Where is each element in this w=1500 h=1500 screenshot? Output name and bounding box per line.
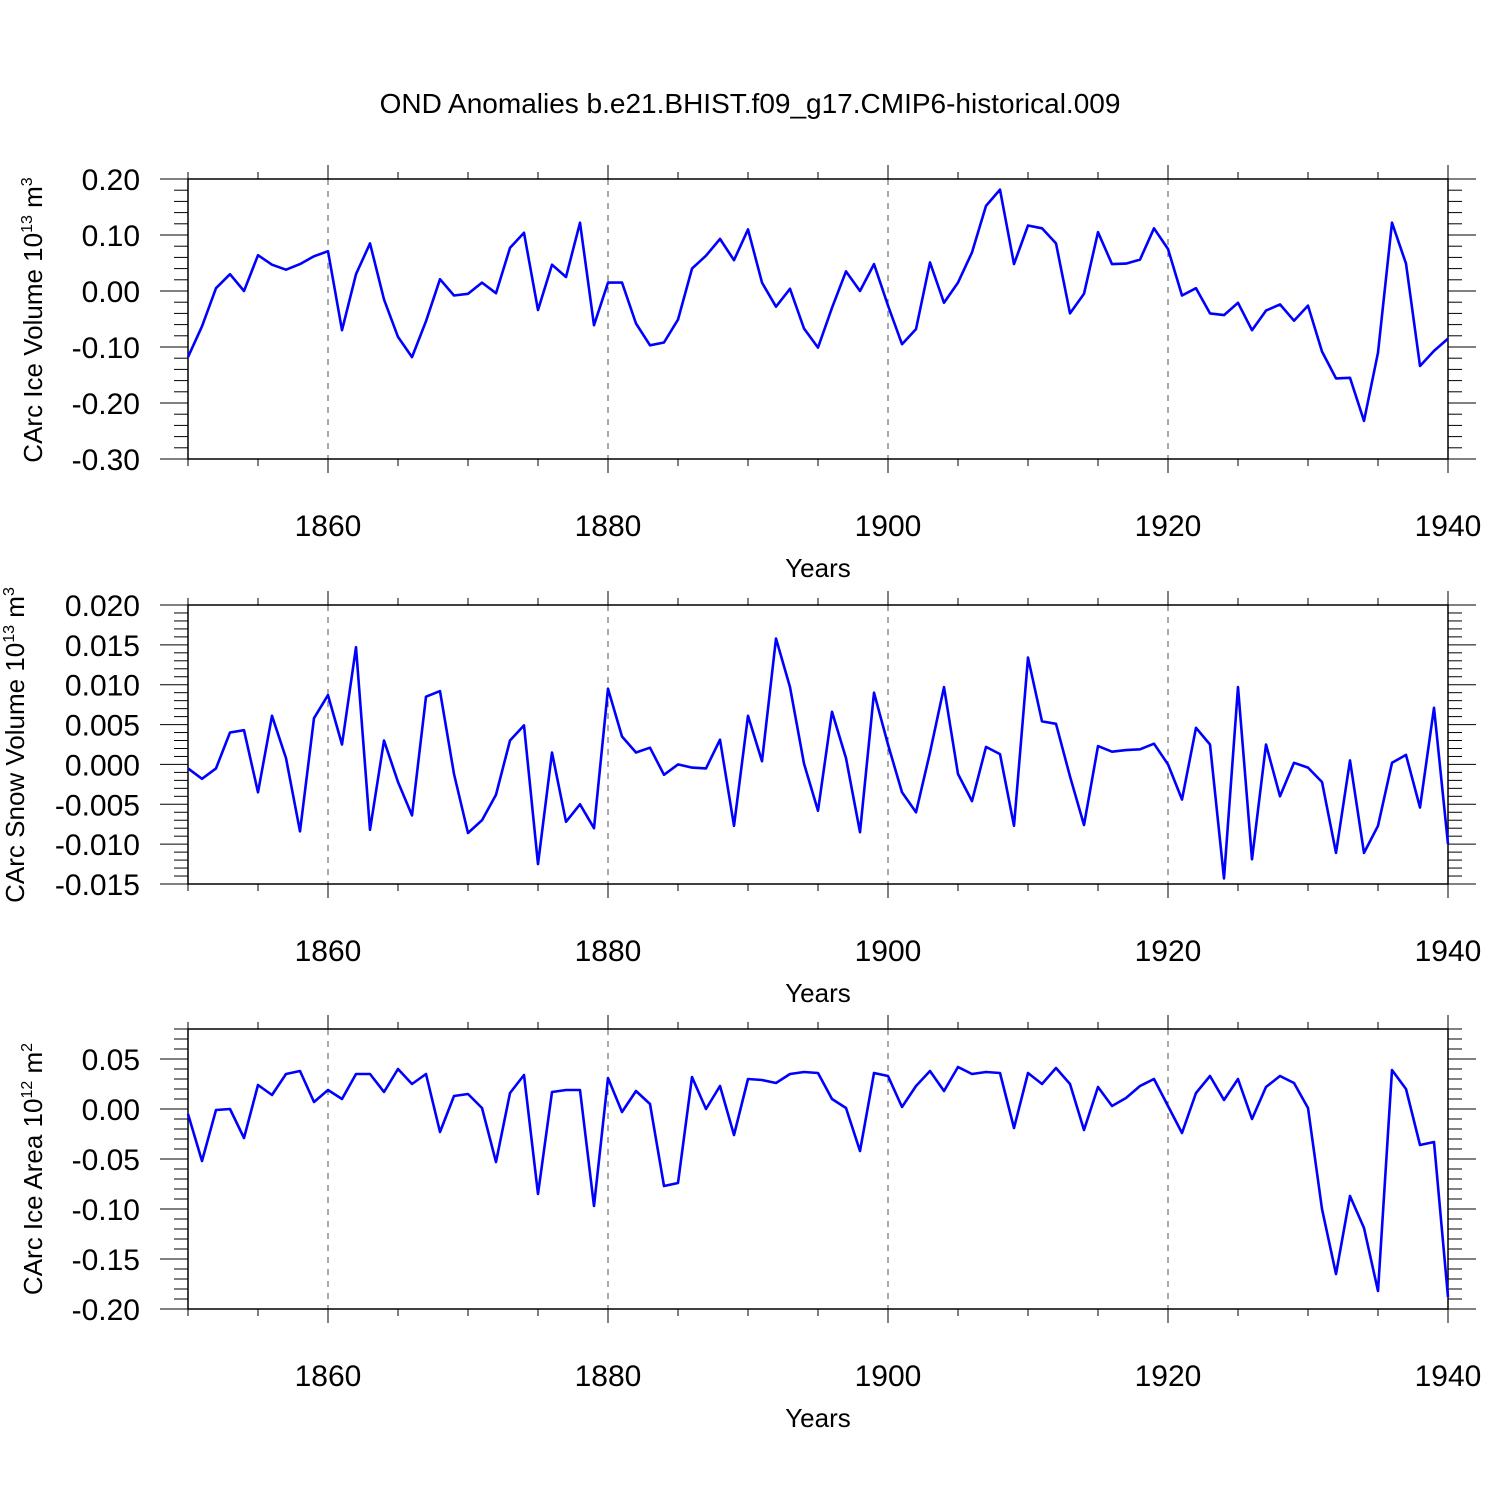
ice-volume-panel: 1860 1880 1900 1920 1940 Years 0.20 0.10 0.00 -0.…: [18, 164, 1481, 583]
y-tick-label: 0.05: [82, 1044, 140, 1077]
x-axis-title: Years: [785, 553, 851, 583]
y-axis-title-exponent: 13: [1, 625, 18, 643]
x-axis-title: Years: [785, 1403, 851, 1433]
y-tick-label: -0.20: [72, 1294, 140, 1327]
y-axis-title: CArc Ice Area 1012 m2: [18, 1043, 48, 1295]
x-tick-label: 1860: [295, 1360, 362, 1393]
x-tick-label: 1940: [1415, 510, 1482, 543]
y-axis-title-unit-exponent: 3: [1, 587, 18, 596]
y-axis-title-main: CArc Ice Area 10: [18, 1099, 48, 1296]
y-tick-label: 0.00: [82, 276, 140, 309]
y-tick-label: 0.20: [82, 164, 140, 197]
x-tick-label: 1940: [1415, 935, 1482, 968]
page-title: OND Anomalies b.e21.BHIST.f09_g17.CMIP6-…: [379, 88, 1121, 119]
y-tick-label: 0.00: [82, 1094, 140, 1127]
x-tick-label: 1920: [1135, 510, 1202, 543]
x-tick-label: 1880: [575, 935, 642, 968]
y-tick-label: 0.020: [65, 590, 140, 623]
x-tick-label: 1860: [295, 935, 362, 968]
x-tick-label: 1900: [855, 935, 922, 968]
y-axis-title-unit-exponent: 2: [19, 1043, 36, 1052]
y-tick-label: 0.015: [65, 630, 140, 663]
ice-area-panel: 1860 1880 1900 1920 1940 Years 0.05 0.00 -0.05 -0…: [18, 1015, 1481, 1433]
y-tick-label: -0.15: [72, 1244, 140, 1277]
x-axis-title: Years: [785, 978, 851, 1008]
x-tick-label: 1880: [575, 1360, 642, 1393]
y-tick-label: -0.015: [55, 869, 140, 902]
y-axis-title-unit: m: [18, 186, 48, 215]
y-tick-label: 0.005: [65, 710, 140, 743]
y-tick-label: 0.000: [65, 749, 140, 782]
y-axis-title: CArc Snow Volume 1013 m3: [0, 587, 30, 903]
snow-volume-series-line: [187, 637, 1450, 880]
y-tick-label: -0.005: [55, 789, 140, 822]
y-axis-title: CArc Ice Volume 1013 m3: [18, 177, 48, 462]
y-tick-label: -0.10: [72, 332, 140, 365]
y-axis-title-unit: m: [18, 1052, 48, 1081]
y-axis-title-exponent: 12: [19, 1081, 36, 1099]
y-axis-title-main: CArc Snow Volume 10: [0, 643, 30, 903]
ice-area-series-line: [186, 1065, 1450, 1298]
plot-frame: [187, 604, 1449, 885]
x-tick-label: 1880: [575, 510, 642, 543]
x-tick-label: 1900: [855, 510, 922, 543]
y-axis-title-main: CArc Ice Volume 10: [18, 233, 48, 463]
y-tick-label: -0.010: [55, 829, 140, 862]
y-tick-label: -0.20: [72, 388, 140, 421]
x-tick-label: 1900: [855, 1360, 922, 1393]
y-tick-label: -0.30: [72, 444, 140, 477]
x-tick-label: 1940: [1415, 1360, 1482, 1393]
y-axis-title-exponent: 13: [19, 215, 36, 233]
y-tick-label: -0.05: [72, 1144, 140, 1177]
x-tick-label: 1920: [1135, 1360, 1202, 1393]
ice-volume-series-line: [186, 188, 1449, 423]
x-tick-label: 1920: [1135, 935, 1202, 968]
y-axis-title-unit-exponent: 3: [19, 177, 36, 186]
y-tick-label: -0.10: [72, 1194, 140, 1227]
plot-frame: [187, 1028, 1449, 1310]
y-tick-label: 0.010: [65, 670, 140, 703]
x-tick-label: 1860: [295, 510, 362, 543]
y-tick-label: 0.10: [82, 220, 140, 253]
y-axis-title-unit: m: [0, 596, 30, 625]
snow-volume-panel: 1860 1880 1900 1920 1940 Years 0.020 0.015 0.010…: [0, 587, 1481, 1008]
